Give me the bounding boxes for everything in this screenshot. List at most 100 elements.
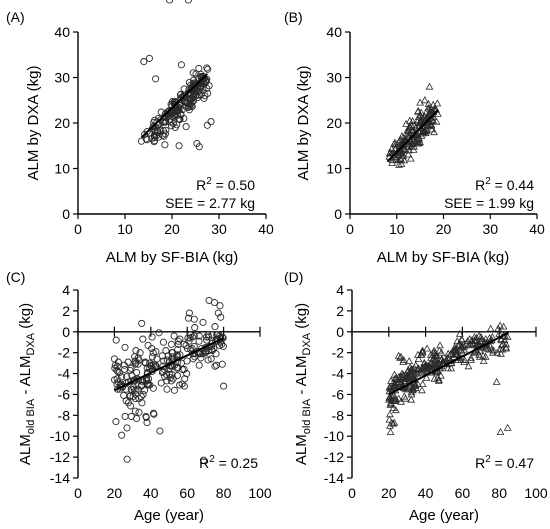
data-point <box>425 82 434 90</box>
data-point <box>192 92 200 100</box>
data-point <box>143 128 151 136</box>
data-point <box>170 386 179 394</box>
data-point <box>127 402 135 410</box>
data-point <box>405 383 414 391</box>
x-tick-label: 60 <box>455 485 471 501</box>
r-squared-prefix: R <box>475 177 485 193</box>
data-point <box>183 344 191 353</box>
y-tick-label: 2 <box>62 303 70 319</box>
x-tick-label: 30 <box>211 221 227 237</box>
y-tick-label: -2 <box>332 345 345 361</box>
data-point <box>195 361 203 369</box>
x-tick-label: 20 <box>107 485 123 501</box>
data-point <box>460 358 468 366</box>
data-point <box>424 362 433 370</box>
data-point <box>417 365 426 373</box>
data-point <box>113 375 121 383</box>
data-point <box>112 418 120 426</box>
data-point <box>175 142 183 150</box>
data-point <box>481 352 490 360</box>
data-point <box>409 136 418 144</box>
x-tick-label: 0 <box>348 485 356 501</box>
data-point <box>191 324 199 332</box>
data-point <box>210 298 219 307</box>
x-axis-label: Age (year) <box>409 507 479 524</box>
data-point <box>385 393 394 401</box>
data-point <box>157 379 165 387</box>
data-point <box>467 353 475 361</box>
data-point <box>169 353 177 361</box>
x-tick-label: 0 <box>74 485 82 501</box>
data-point <box>195 332 203 340</box>
y-tick-label: -14 <box>324 470 344 486</box>
r-squared-label: R2 = 0.25 <box>199 454 258 471</box>
y-tick-label: 0 <box>334 206 342 222</box>
data-point <box>131 353 139 361</box>
r-squared-value: = 0.47 <box>491 455 534 471</box>
data-point <box>110 355 118 363</box>
y-tick-label: -4 <box>58 366 71 382</box>
data-point <box>170 332 178 340</box>
y-axis-label: ALM by DXA (kg) <box>25 65 42 180</box>
data-point <box>203 121 211 129</box>
data-point <box>432 117 441 125</box>
r-squared-prefix: R <box>196 177 206 193</box>
data-point <box>141 358 149 366</box>
x-tick-label: 40 <box>418 485 434 501</box>
data-point <box>176 335 184 343</box>
panel-a: (A) 0 10 20 30 40 0 10 20 30 40 ALM by SF-BIA (kg) A… <box>6 0 274 266</box>
see-label: SEE = 1.99 kg <box>444 195 534 211</box>
data-point <box>423 366 432 374</box>
panel-label: (B) <box>284 9 303 25</box>
data-point <box>203 64 211 72</box>
data-point <box>199 74 207 82</box>
data-point <box>166 0 174 4</box>
data-point <box>184 334 192 342</box>
r-squared-label: R2 = 0.50 <box>196 176 255 193</box>
data-point <box>488 332 497 341</box>
data-point <box>424 104 432 112</box>
data-point <box>193 139 201 148</box>
y-tick-label: 30 <box>54 70 70 86</box>
data-point <box>395 160 403 168</box>
panel-label: (A) <box>6 9 25 25</box>
data-point <box>483 344 492 352</box>
data-point <box>407 142 416 150</box>
data-point <box>389 419 398 427</box>
y-axis-label-sub2: DXA <box>301 332 313 355</box>
data-point <box>457 335 466 343</box>
y-axis-label-mid: - ALM <box>17 355 34 398</box>
y-axis-label-sub1: old BIA <box>301 398 313 434</box>
y-axis-label-mid: - ALM <box>293 355 310 398</box>
data-point <box>434 376 443 384</box>
data-point <box>434 109 442 117</box>
data-point <box>173 372 181 380</box>
data-point <box>400 392 409 400</box>
data-point <box>407 388 416 396</box>
data-point <box>138 399 146 407</box>
data-point <box>418 347 427 355</box>
data-point <box>468 336 476 344</box>
data-point <box>470 348 479 356</box>
data-point <box>185 309 193 317</box>
data-point <box>394 351 403 359</box>
data-point <box>413 107 422 115</box>
data-point <box>180 114 188 123</box>
y-tick-label: -2 <box>58 345 71 361</box>
data-point <box>450 346 459 354</box>
data-point <box>176 91 185 99</box>
data-point <box>391 396 399 404</box>
data-point <box>131 360 139 368</box>
y-axis-label-sub2: DXA <box>25 332 37 355</box>
data-point <box>195 64 203 72</box>
data-point <box>148 353 156 361</box>
data-point <box>156 427 164 435</box>
data-point <box>460 355 469 363</box>
data-point <box>163 108 171 116</box>
data-point <box>398 137 407 145</box>
data-point <box>455 340 464 348</box>
data-point <box>139 335 147 343</box>
data-point <box>391 138 399 146</box>
